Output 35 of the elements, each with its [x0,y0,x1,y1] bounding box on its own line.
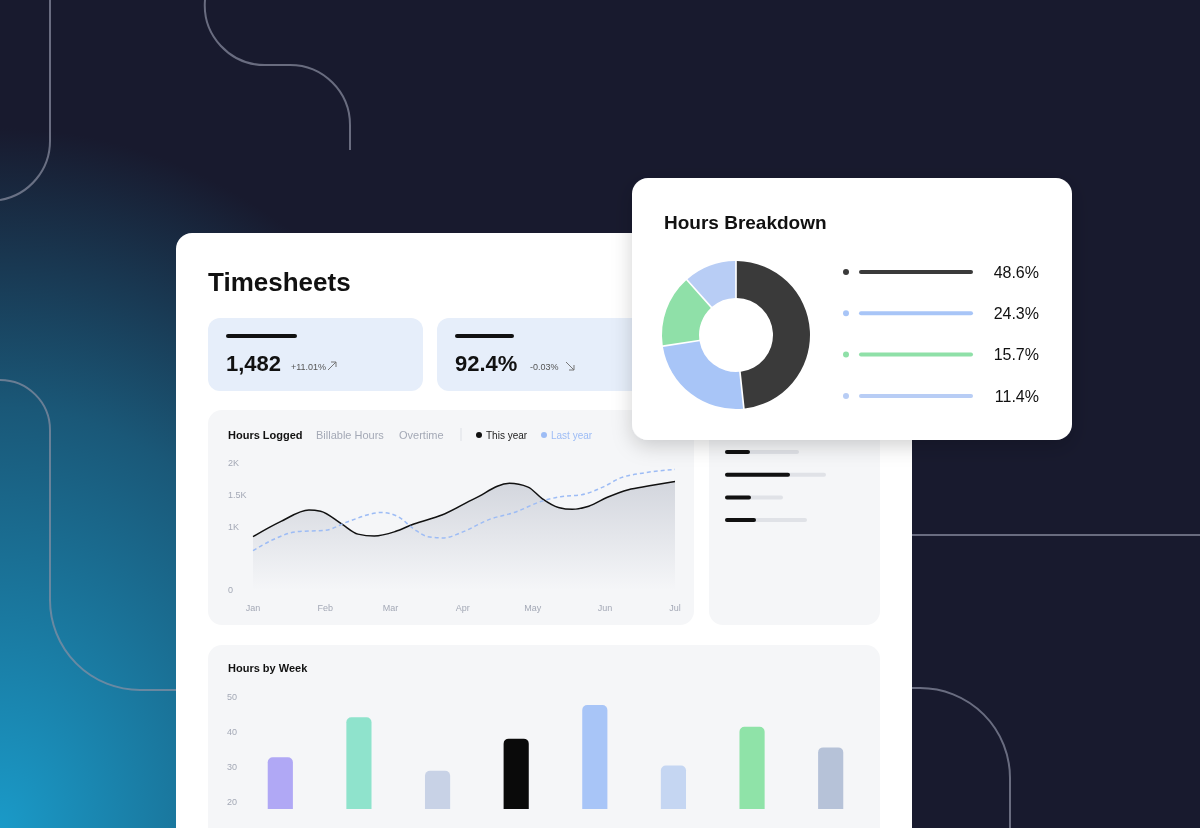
donut-slice [662,280,711,346]
text: Timesheets [208,267,351,297]
donut-slice [662,341,744,409]
donut-slice [736,261,810,409]
x-tick-label: Apr [455,603,470,613]
y-tick-label: 1K [228,521,240,532]
text: +11.01% [291,362,327,372]
text: 92.4% [455,351,518,376]
text: 24.3% [993,304,1039,322]
x-tick-label: Jun [597,603,613,613]
y-tick-label: 50 [227,692,238,703]
text: Billable Hours [316,429,385,441]
donut-slice [687,261,736,307]
text: Overtime [399,429,444,441]
text: -0.03% [530,362,559,372]
y-tick-label: 30 [227,762,238,773]
x-tick-label: May [524,603,542,613]
y-tick-label: 0 [228,585,234,596]
chart-title: Hours by Week [228,662,309,674]
legend-label: This year [486,429,528,441]
text: 1,482 [226,351,282,376]
text: 15.7% [993,346,1039,364]
x-tick-label: Jan [245,603,261,613]
y-tick-label: 1.5K [228,489,247,500]
x-tick-label: Jul [669,603,681,613]
y-tick-label: 40 [227,727,238,738]
x-tick-label: Feb [317,603,334,613]
text: 48.6% [993,263,1039,281]
x-tick-label: Mar [382,603,399,613]
chart-title: Hours Logged [228,429,303,441]
text: 11.4% [994,387,1039,405]
legend-label: Last year [551,429,593,441]
y-tick-label: 2K [228,458,240,469]
y-tick-label: 20 [227,797,238,808]
chart-title: Hours Breakdown [664,212,827,233]
